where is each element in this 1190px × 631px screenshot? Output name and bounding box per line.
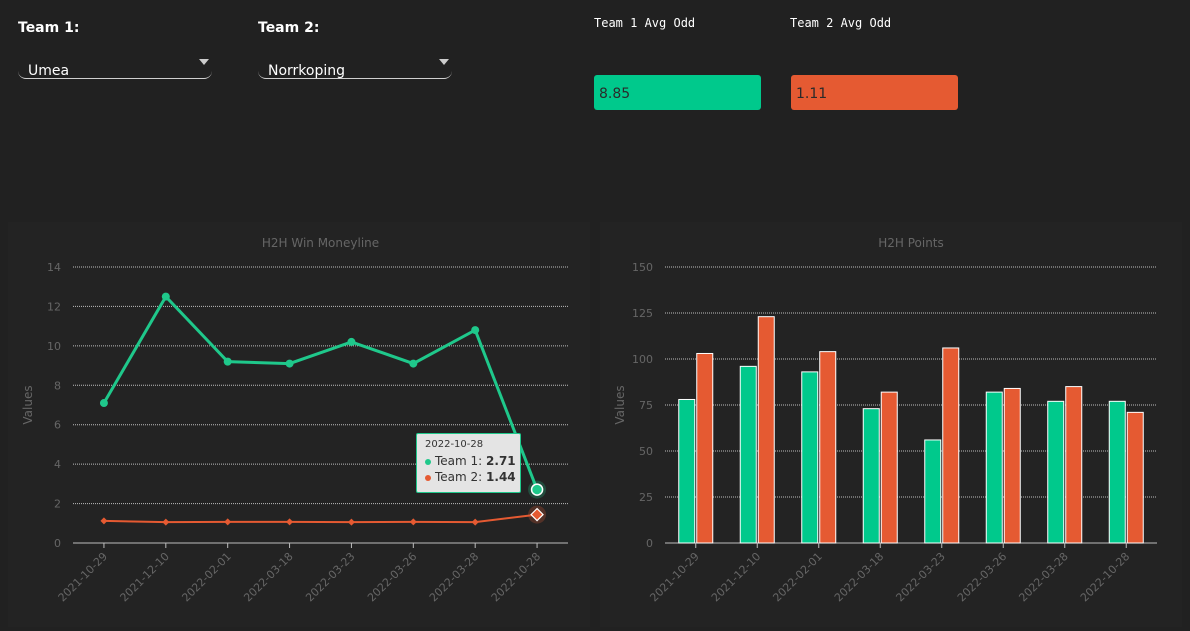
points-bar-team1 [739,365,757,544]
moneyline-x-tick-label: 2021-12-10 [118,550,172,604]
points-x-tick-label: 2021-12-10 [709,550,763,604]
moneyline-y-tick-label: 6 [54,419,61,432]
moneyline-y-tick-label: 10 [47,340,61,353]
moneyline-point-team2 [471,518,479,526]
moneyline-y-tick-label: 12 [47,300,61,313]
moneyline-x-tick-label: 2022-10-28 [489,550,543,604]
team2-select[interactable]: Norrkoping [258,58,452,79]
moneyline-point-team1 [471,326,480,335]
chart-tooltip: 2022-10-28 Team 1: 2.71 Team 2: 1.44 [416,433,521,493]
points-x-tick-label: 2021-10-29 [647,550,701,604]
points-bar-team1 [924,439,942,544]
moneyline-x-tick-label: 2022-02-01 [179,550,233,604]
team1-select[interactable]: Umea [18,58,212,79]
tooltip-series-dot [425,458,431,465]
team2-avg-odd-value: 1.11 [791,75,958,110]
moneyline-x-tick-label: 2022-03-18 [241,550,295,604]
moneyline-y-tick-label: 0 [54,537,61,550]
points-y-tick-label: 100 [632,353,653,366]
moneyline-x-tick-label: 2022-03-26 [365,550,419,604]
moneyline-point-team2 [530,507,544,522]
points-y-tick-label: 150 [632,261,653,274]
moneyline-point-team1 [223,357,232,366]
chevron-down-icon[interactable] [439,59,449,65]
tooltip-series-value: 2.71 [486,454,516,468]
tooltip-series-value: 1.44 [486,470,516,484]
points-bar-team1 [1108,400,1126,544]
points-chart-panel: H2H Points Values 0 25 50 75 100 125 150 2021-10-… [600,222,1182,627]
points-bar-team1 [801,371,819,544]
tooltip-row-team2: Team 2: 1.44 [425,469,516,485]
moneyline-y-axis-label: Values [21,385,35,424]
points-y-tick-label: 25 [639,491,653,504]
points-bar-team1 [678,398,696,544]
points-bar-team2 [696,352,714,544]
tooltip-series-dot [425,474,431,481]
team2-label: Team 2: [258,20,320,36]
moneyline-point-team2 [409,518,417,526]
moneyline-point-team2 [286,518,294,526]
points-y-tick-label: 0 [646,537,653,550]
team1-avg-odd-value: 8.85 [594,75,761,110]
team1-avg-odd-label: Team 1 Avg Odd [594,16,696,30]
points-bar-team2 [1003,387,1021,544]
team2-avg-odd-label: Team 2 Avg Odd [790,16,892,30]
points-y-tick-label: 125 [632,307,653,320]
points-y-tick-label: 50 [639,445,653,458]
points-bar-team1 [985,391,1003,544]
moneyline-point-team1 [285,359,294,368]
moneyline-point-team2 [224,518,232,526]
points-bar-team2 [757,316,775,544]
moneyline-x-tick-label: 2022-03-23 [303,550,357,604]
moneyline-x-tick-label: 2022-03-28 [427,550,481,604]
moneyline-y-tick-label: 8 [54,379,61,392]
tooltip-date: 2022-10-28 [425,439,484,450]
moneyline-point-team1 [161,292,170,301]
moneyline-x-tick-label: 2021-10-29 [56,550,110,604]
points-y-axis-label: Values [613,385,627,424]
tooltip-row-team1: Team 1: 2.71 [425,453,516,469]
points-bar-chart: H2H Points Values 0 25 50 75 100 125 150 2021-10-… [613,236,1157,604]
points-bar-team1 [862,408,880,544]
team1-selected-value: Umea [28,63,70,79]
points-bar-team2 [942,347,960,544]
points-x-tick-label: 2022-03-28 [1016,550,1070,604]
points-bar-team2 [1126,411,1144,544]
moneyline-point-team2 [162,518,170,526]
points-chart-title: H2H Points [878,236,944,250]
moneyline-point-team1 [530,483,544,496]
points-x-tick-label: 2022-02-01 [770,550,824,604]
moneyline-y-tick-label: 2 [54,498,61,511]
moneyline-series-line-team2 [103,513,538,524]
moneyline-chart-panel: H2H Win Moneyline Values 0 2 4 6 8 10 12 14 2021-1… [8,222,590,627]
tooltip-series-name: Team 2 [435,470,479,484]
team2-selected-value: Norrkoping [268,63,346,79]
points-bar-team2 [819,351,837,544]
moneyline-y-tick-label: 4 [54,458,61,471]
points-bar-team2 [880,391,898,544]
moneyline-series-line-team1 [102,294,539,491]
moneyline-y-tick-label: 14 [47,261,61,274]
points-x-tick-label: 2022-03-26 [955,550,1009,604]
moneyline-point-team1 [409,359,418,368]
team1-label: Team 1: [18,20,80,36]
points-x-tick-label: 2022-03-18 [832,550,886,604]
moneyline-point-team1 [99,399,108,408]
moneyline-point-team2 [347,518,355,526]
tooltip-series-name: Team 1 [435,454,479,468]
points-bar-team1 [1047,400,1065,544]
moneyline-point-team1 [347,337,356,346]
moneyline-line-chart: H2H Win Moneyline Values 0 2 4 6 8 10 12 14 2021-1… [21,236,568,604]
chevron-down-icon[interactable] [199,59,209,65]
points-y-tick-label: 75 [639,399,653,412]
points-bar-team2 [1065,386,1083,544]
points-x-tick-label: 2022-03-23 [893,550,947,604]
points-x-tick-label: 2022-10-28 [1078,550,1132,604]
moneyline-point-team2 [100,517,108,525]
moneyline-chart-title: H2H Win Moneyline [262,236,379,250]
